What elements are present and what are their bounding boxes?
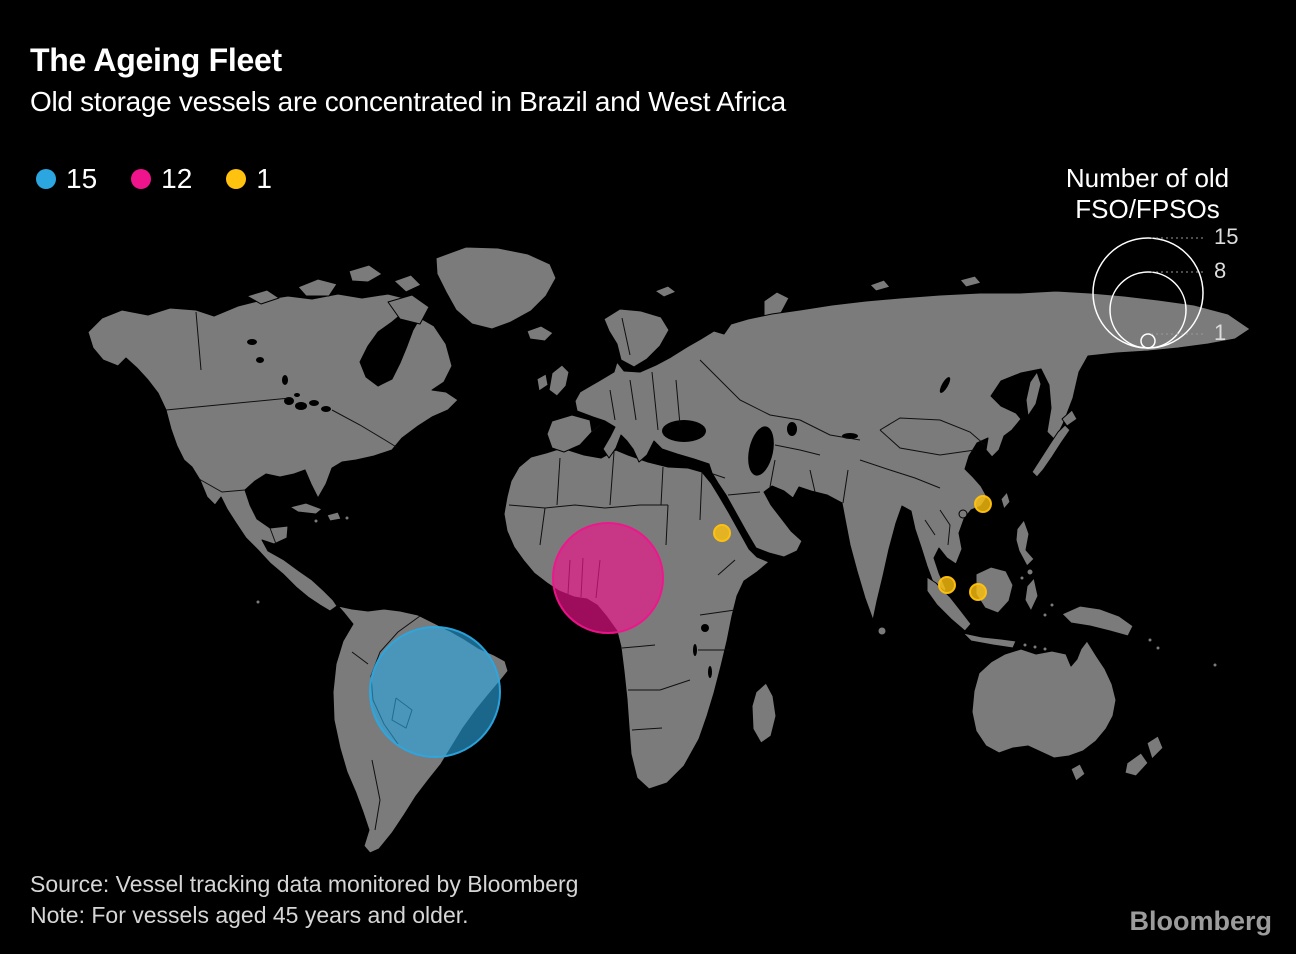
inland-seas — [247, 339, 951, 678]
size-label-15: 15 — [1214, 224, 1238, 249]
size-label-8: 8 — [1214, 258, 1226, 283]
size-label-1: 1 — [1214, 320, 1226, 345]
bubble-singapore-malacca-strait — [938, 576, 956, 594]
bubble-south-china-coast — [974, 495, 992, 513]
legend-item-blue: 15 — [36, 163, 97, 195]
legend-item-pink: 12 — [131, 163, 192, 195]
yellow-dot-icon — [226, 169, 247, 189]
color-legend: 15 12 1 — [36, 163, 272, 195]
legend-value: 1 — [256, 163, 272, 194]
bubble-west-borneo — [969, 583, 987, 601]
page-subtitle: Old storage vessels are concentrated in … — [30, 86, 786, 117]
footer: Source: Vessel tracking data monitored b… — [30, 869, 578, 932]
bloomberg-logo: Bloomberg — [1129, 906, 1272, 936]
note-line: Note: For vessels aged 45 years and olde… — [30, 902, 469, 929]
bubble-brazil — [369, 626, 501, 758]
size-legend-title: Number of old FSO/FPSOs — [1065, 163, 1230, 224]
bubble-layer — [369, 495, 992, 758]
source-line: Source: Vessel tracking data monitored b… — [30, 871, 579, 897]
legend-item-yellow: 1 — [226, 163, 272, 195]
landmasses — [87, 246, 1251, 854]
bubble-west-africa-gulf-of-guinea — [552, 522, 664, 634]
legend-value: 15 — [66, 163, 98, 194]
bubble-red-sea-eritrea-coast — [713, 524, 731, 542]
pink-dot-icon — [131, 169, 152, 189]
legend-value: 12 — [161, 163, 193, 194]
size-circle-1 — [1140, 333, 1156, 349]
blue-dot-icon — [36, 169, 56, 189]
page-title: The Ageing Fleet — [30, 42, 282, 78]
